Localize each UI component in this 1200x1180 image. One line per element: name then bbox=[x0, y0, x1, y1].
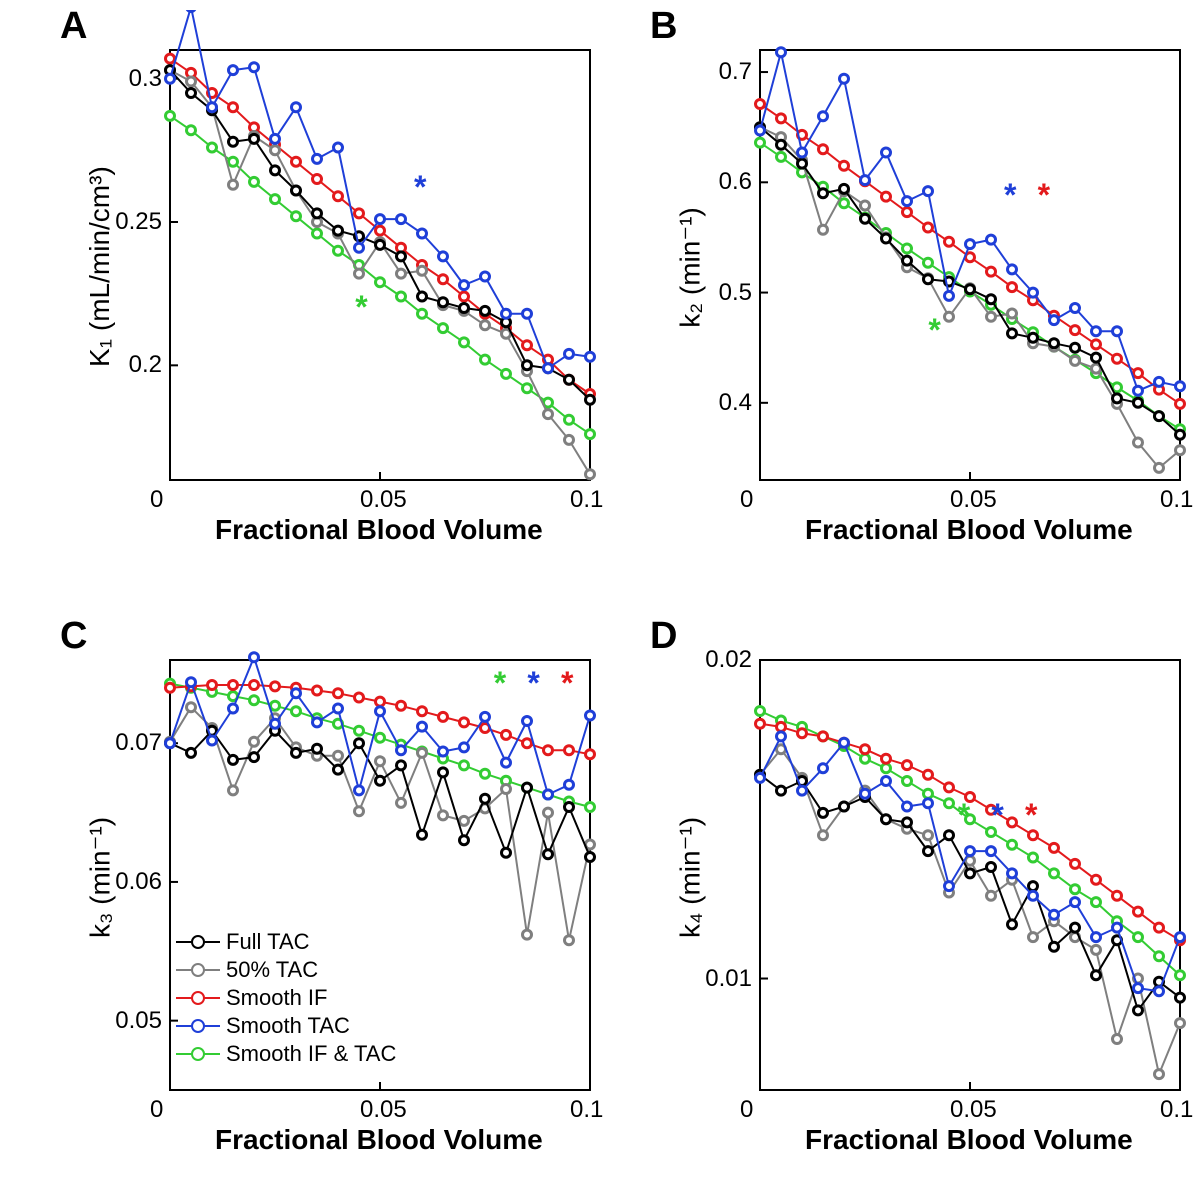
xtick-B-2: 0.1 bbox=[1160, 486, 1193, 514]
panel-A: A00.050.10.20.250.3**K₁ (mL/min/cm³)Frac… bbox=[40, 10, 620, 570]
xtick-D-1: 0.05 bbox=[950, 1096, 997, 1124]
asterisk-B-0: * bbox=[1004, 177, 1016, 214]
asterisk-C-0: * bbox=[494, 665, 506, 702]
asterisk-B-1: * bbox=[1038, 177, 1050, 214]
legend-item-0: Full TAC bbox=[176, 928, 396, 956]
legend-item-3: Smooth TAC bbox=[176, 1012, 396, 1040]
ytick-C-0: 0.05 bbox=[100, 1007, 162, 1035]
ylabel-B: k₂ (min⁻¹) bbox=[674, 168, 707, 368]
ytick-D-1: 0.02 bbox=[690, 646, 752, 674]
legend-label-0: Full TAC bbox=[226, 929, 310, 955]
asterisk-C-1: * bbox=[527, 665, 539, 702]
ytick-B-3: 0.7 bbox=[690, 58, 752, 86]
legend-item-1: 50% TAC bbox=[176, 956, 396, 984]
ytick-C-2: 0.07 bbox=[100, 729, 162, 757]
ylabel-C: k₃ (min⁻¹) bbox=[84, 778, 117, 978]
asterisk-A-0: * bbox=[414, 169, 426, 206]
xtick-C-1: 0.05 bbox=[360, 1096, 407, 1124]
ytick-B-0: 0.4 bbox=[690, 389, 752, 417]
xtick-B-1: 0.05 bbox=[950, 486, 997, 514]
xtick-A-0: 0 bbox=[150, 486, 163, 514]
ylabel-A: K₁ (mL/min/cm³) bbox=[84, 167, 116, 367]
xtick-C-2: 0.1 bbox=[570, 1096, 603, 1124]
legend-label-1: 50% TAC bbox=[226, 957, 318, 983]
ylabel-D: k₄ (min⁻¹) bbox=[674, 778, 707, 978]
asterisk-D-0: * bbox=[958, 797, 970, 834]
legend-label-2: Smooth IF bbox=[226, 985, 327, 1011]
panel-C: C00.050.10.050.060.07***k₃ (min⁻¹)Fracti… bbox=[40, 620, 620, 1180]
asterisk-C-2: * bbox=[561, 665, 573, 702]
xtick-C-0: 0 bbox=[150, 1096, 163, 1124]
ytick-A-2: 0.3 bbox=[100, 65, 162, 93]
asterisk-A-1: * bbox=[355, 289, 367, 326]
panel-D: D00.050.10.010.02***k₄ (min⁻¹)Fractional… bbox=[640, 620, 1200, 1180]
xtick-B-0: 0 bbox=[740, 486, 753, 514]
legend: Full TAC50% TACSmooth IFSmooth TACSmooth… bbox=[176, 928, 396, 1068]
legend-item-4: Smooth IF & TAC bbox=[176, 1040, 396, 1068]
xtick-D-0: 0 bbox=[740, 1096, 753, 1124]
xtick-D-2: 0.1 bbox=[1160, 1096, 1193, 1124]
asterisk-D-2: * bbox=[1025, 797, 1037, 834]
figure-root: A00.050.10.20.250.3**K₁ (mL/min/cm³)Frac… bbox=[0, 0, 1200, 1171]
xtick-A-2: 0.1 bbox=[570, 486, 603, 514]
xlabel-A: Fractional Blood Volume bbox=[215, 514, 543, 546]
xlabel-B: Fractional Blood Volume bbox=[805, 514, 1133, 546]
xlabel-C: Fractional Blood Volume bbox=[215, 1124, 543, 1156]
asterisk-B-2: * bbox=[928, 312, 940, 349]
asterisk-D-1: * bbox=[991, 797, 1003, 834]
legend-label-3: Smooth TAC bbox=[226, 1013, 350, 1039]
legend-label-4: Smooth IF & TAC bbox=[226, 1041, 396, 1067]
legend-item-2: Smooth IF bbox=[176, 984, 396, 1012]
plot-svg-D bbox=[640, 620, 1200, 1110]
xlabel-D: Fractional Blood Volume bbox=[805, 1124, 1133, 1156]
xtick-A-1: 0.05 bbox=[360, 486, 407, 514]
panel-B: B00.050.10.40.50.60.7***k₂ (min⁻¹)Fracti… bbox=[640, 10, 1200, 570]
